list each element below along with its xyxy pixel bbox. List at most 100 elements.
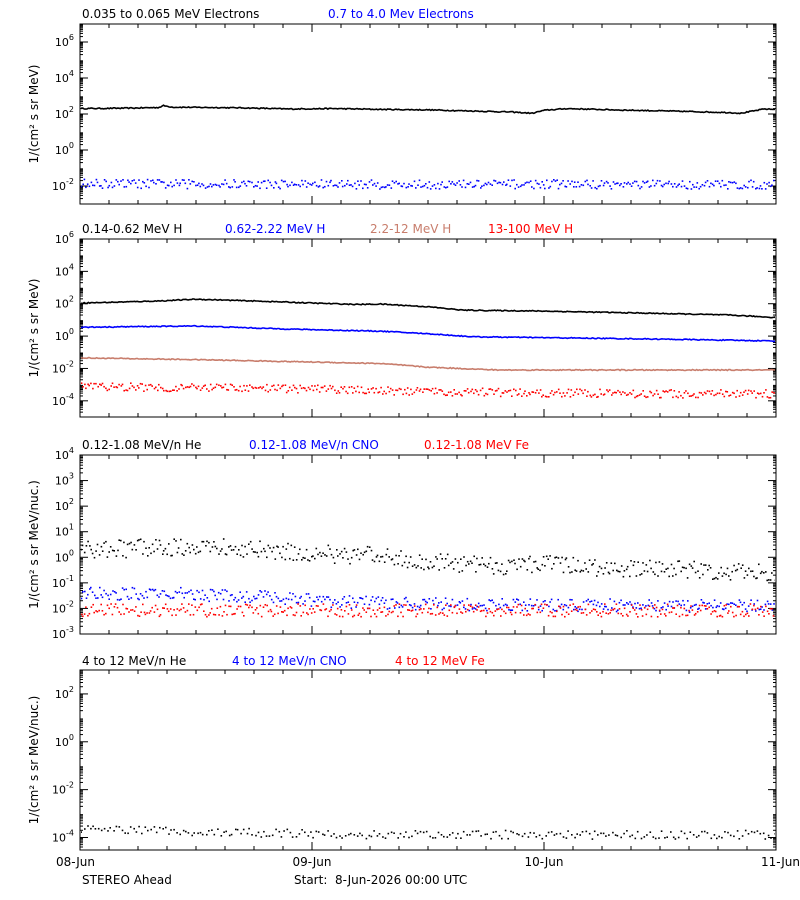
series-point bbox=[127, 179, 129, 182]
series-point bbox=[638, 394, 641, 396]
series-point bbox=[458, 180, 460, 182]
series-point bbox=[217, 591, 220, 594]
series-point bbox=[617, 389, 619, 392]
series-point bbox=[439, 553, 442, 555]
series-point bbox=[297, 601, 300, 604]
series-point bbox=[541, 837, 544, 840]
series-point bbox=[477, 606, 480, 608]
series-point bbox=[239, 385, 241, 388]
series-point bbox=[485, 392, 487, 395]
series-point bbox=[285, 391, 288, 394]
series-point bbox=[413, 603, 416, 605]
series-point bbox=[769, 603, 772, 605]
series-point bbox=[636, 395, 639, 397]
series-point bbox=[115, 825, 118, 828]
series-point bbox=[710, 182, 712, 185]
series-point bbox=[278, 830, 281, 833]
series-point bbox=[432, 599, 434, 602]
series-point bbox=[184, 550, 187, 552]
series-point bbox=[274, 592, 276, 594]
series-point bbox=[387, 386, 389, 388]
series-point bbox=[289, 557, 291, 560]
series-point bbox=[610, 562, 613, 564]
series-point bbox=[599, 605, 601, 608]
series-point bbox=[325, 608, 328, 610]
series-point bbox=[157, 389, 159, 392]
series-point bbox=[246, 832, 249, 835]
series-point bbox=[564, 558, 567, 561]
series-point bbox=[105, 592, 107, 595]
series-point bbox=[403, 561, 406, 564]
series-point bbox=[480, 835, 482, 837]
series-point bbox=[735, 604, 737, 606]
series-point bbox=[257, 594, 260, 596]
series-point bbox=[360, 386, 363, 389]
series-point bbox=[427, 566, 429, 568]
series-point bbox=[319, 551, 321, 554]
panel-2-plot-area bbox=[81, 298, 775, 399]
series-point bbox=[177, 547, 180, 549]
series-point bbox=[315, 184, 318, 187]
series-point bbox=[206, 388, 208, 390]
series-point bbox=[84, 828, 86, 830]
series-point bbox=[433, 392, 436, 395]
series-point bbox=[297, 392, 299, 394]
series-point bbox=[415, 615, 417, 618]
series-point bbox=[222, 598, 225, 601]
series-point bbox=[341, 604, 343, 606]
series-point bbox=[318, 391, 321, 393]
series-point bbox=[450, 605, 452, 608]
series-point bbox=[238, 549, 240, 551]
series-point bbox=[429, 613, 432, 615]
series-point bbox=[96, 181, 99, 184]
series-point bbox=[711, 610, 714, 613]
series-point bbox=[179, 182, 181, 185]
series-point bbox=[386, 184, 389, 186]
series-point bbox=[348, 604, 351, 606]
series-point bbox=[678, 560, 681, 562]
series-point bbox=[663, 602, 666, 604]
series-point bbox=[304, 831, 306, 834]
series-point bbox=[184, 182, 187, 185]
series-point bbox=[171, 554, 173, 557]
series-point bbox=[654, 604, 656, 606]
series-point bbox=[689, 607, 692, 609]
series-point bbox=[682, 397, 684, 399]
footer-start-time: Start: 8-Jun-2026 00:00 UTC bbox=[294, 873, 468, 887]
series-point bbox=[637, 561, 639, 563]
series-point bbox=[142, 180, 144, 183]
series-point bbox=[307, 593, 310, 595]
footer-spacecraft: STEREO Ahead bbox=[82, 873, 172, 887]
series-point bbox=[590, 600, 593, 602]
series-point bbox=[582, 612, 585, 614]
series-point bbox=[191, 834, 193, 837]
series-point bbox=[433, 604, 435, 606]
series-point bbox=[93, 382, 95, 385]
series-point bbox=[750, 179, 752, 182]
series-point bbox=[600, 180, 603, 182]
series-point bbox=[484, 607, 487, 610]
series-point bbox=[237, 605, 240, 608]
panel-2-y-axis-label: 1/(cm² s sr MeV) bbox=[27, 279, 41, 378]
series-point bbox=[233, 386, 235, 388]
series-point bbox=[506, 604, 508, 607]
series-point bbox=[409, 556, 412, 558]
series-point bbox=[486, 566, 489, 568]
series-point bbox=[143, 540, 145, 543]
series-point bbox=[201, 833, 204, 836]
series-point bbox=[625, 613, 628, 616]
series-point bbox=[620, 612, 622, 615]
series-point bbox=[649, 831, 652, 833]
series-point bbox=[751, 392, 753, 394]
series-point bbox=[562, 571, 565, 574]
series-point bbox=[90, 586, 92, 589]
series-point bbox=[767, 579, 770, 581]
series-point bbox=[316, 388, 318, 391]
series-point bbox=[232, 549, 235, 551]
series-point bbox=[461, 186, 463, 188]
series-point bbox=[575, 607, 578, 609]
series-point bbox=[172, 389, 174, 391]
series-point bbox=[327, 388, 330, 390]
series-point bbox=[743, 577, 746, 579]
